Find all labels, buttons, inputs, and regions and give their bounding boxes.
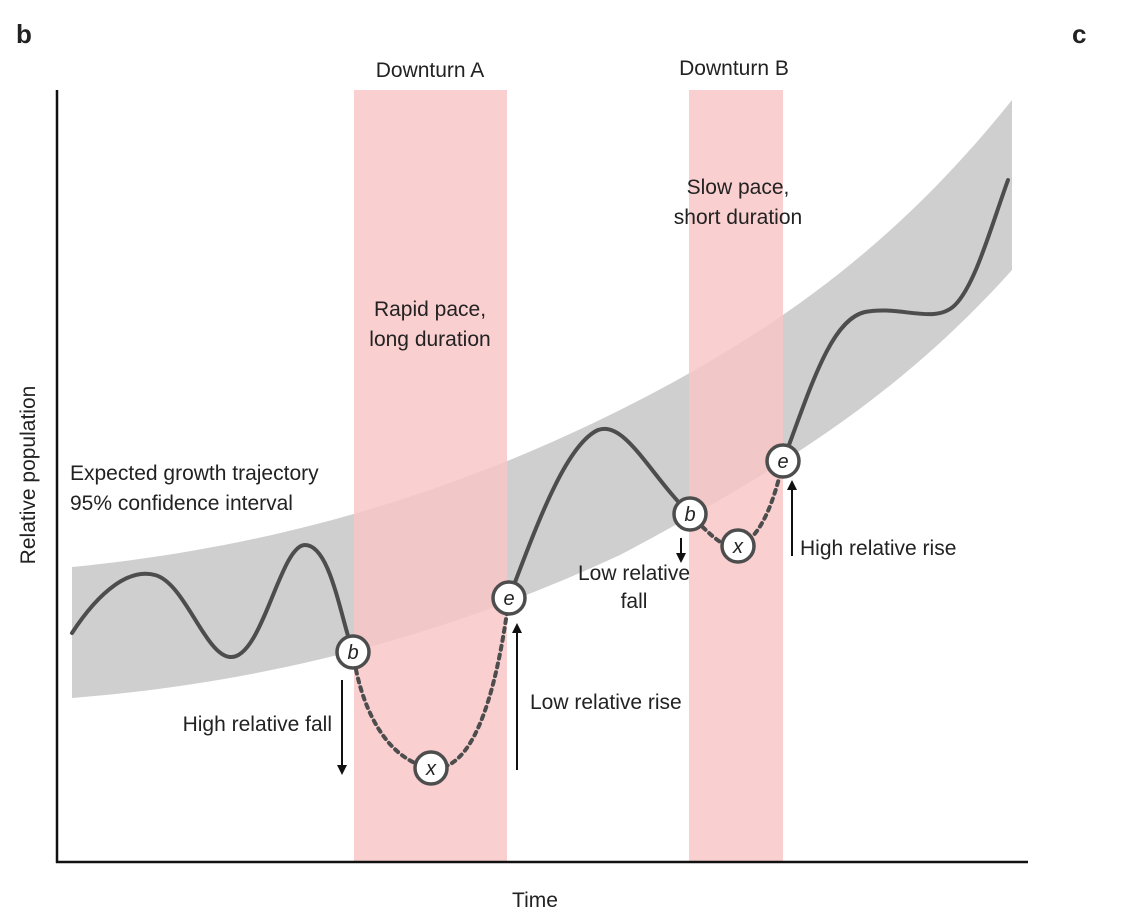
downturn-b-end-node: e <box>765 443 801 479</box>
downturn-b-begin-letter: b <box>684 504 695 526</box>
downturn-b-region <box>689 90 783 862</box>
confidence-band <box>72 100 1012 698</box>
downturn-b-trough-letter: x <box>732 536 744 558</box>
downturn-b-title: Downturn B <box>679 57 789 80</box>
downturn-a-fall-label: High relative fall <box>183 713 332 736</box>
band-label-line2: 95% confidence interval <box>70 492 293 515</box>
downturn-b-begin-node: b <box>672 496 708 532</box>
trajectory-between-downturns <box>507 426 692 600</box>
downturn-b-fall-label-line1: Low relative <box>578 562 690 585</box>
panel-letter-b: b <box>16 19 32 49</box>
downturn-b-pace-line1: Slow pace, <box>687 176 790 199</box>
downturn-a-end-node: e <box>491 580 527 616</box>
downturn-a-begin-node: b <box>335 634 371 670</box>
band-label-line1: Expected growth trajectory <box>70 462 319 485</box>
downturn-a-begin-letter: b <box>347 642 358 664</box>
downturn-b-fall-label-line2: fall <box>621 590 648 613</box>
downturn-a-region <box>354 90 507 862</box>
downturn-a-pace-line2: long duration <box>369 328 490 351</box>
downturn-b-rise-label: High relative rise <box>800 537 956 560</box>
downturn-a-trough-node: x <box>413 750 449 786</box>
downturn-a-title: Downturn A <box>376 59 485 82</box>
downturn-a-pace-line1: Rapid pace, <box>374 298 486 321</box>
downturn-b-pace-line2: short duration <box>674 206 802 229</box>
downturn-a-rise-label: Low relative rise <box>530 691 682 714</box>
downturn-a-end-letter: e <box>503 588 514 610</box>
downturn-b-trough-node: x <box>720 528 756 564</box>
x-axis-label: Time <box>512 889 558 912</box>
downturn-b-end-letter: e <box>777 451 788 473</box>
trajectory-before-downturn-a <box>70 542 355 660</box>
y-axis-label: Relative population <box>17 386 40 565</box>
panel-letter-c: c <box>1072 19 1086 49</box>
trajectory-after-downturn-b <box>781 178 1010 463</box>
downturn-a-trough-letter: x <box>425 758 437 780</box>
